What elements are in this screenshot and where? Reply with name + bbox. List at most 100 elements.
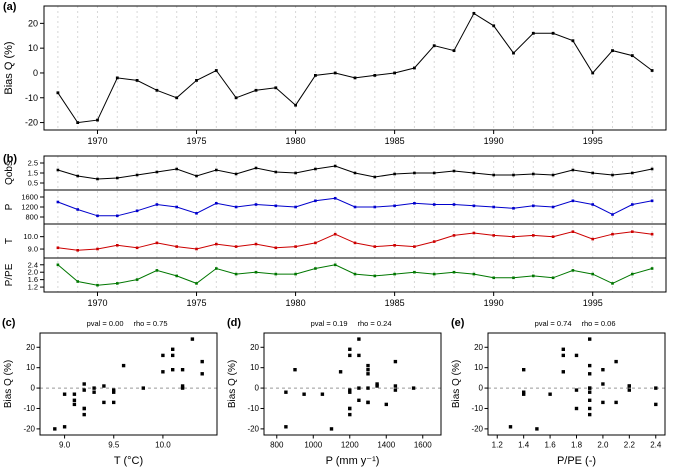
series-markers-2	[56, 230, 654, 252]
scatter-chart-c: 9.0 9.5 10.0 -20 -10 0 10 20 T (°C) Bias Q (%) pva…	[3, 319, 218, 467]
tick-label: 1995	[583, 136, 603, 146]
band-label-3: P/PE	[4, 263, 15, 286]
tick-label: 1400	[377, 441, 395, 450]
y-axis: -20 -10 0 10 20	[471, 343, 488, 433]
panel-b-stacked-timeseries: 0.5 1.5 2.5 Qobs 800 1200 1600 P 9.0 10.0 T 1.2 1.6 2…	[0, 152, 673, 318]
tick-label: -20	[247, 424, 259, 433]
x-axis: 1970 1975 1980 1985 1990 1995	[87, 130, 603, 146]
band-y-axis-3: 1.21.62.02.4	[28, 260, 44, 292]
pval-annotation: pval = 0.19	[311, 319, 348, 328]
band-label-2: T	[4, 238, 15, 244]
scatter-chart-d: 800 1000 1200 1400 1600 -20 -10 0 10 20 P (mm y⁻¹)…	[227, 319, 442, 467]
tick-label: 10.0	[23, 232, 38, 241]
tick-label: 1200	[341, 441, 359, 450]
scatter-points	[508, 337, 658, 431]
tick-label: 1.2	[492, 441, 504, 450]
tick-label: -20	[25, 118, 38, 128]
tick-label: 1600	[414, 441, 432, 450]
band-label-0: Qobs	[4, 161, 15, 185]
tick-label: 9.5	[108, 441, 120, 450]
y-axis-label: Bias Q (%)	[227, 360, 238, 408]
tick-label: -10	[25, 93, 38, 103]
tick-label: 0	[31, 384, 36, 393]
y-axis: -20 -10 0 10 20	[247, 343, 264, 433]
plot-box	[487, 332, 666, 436]
x-axis: 800 1000 1200 1400 1600	[270, 435, 432, 450]
x-axis-label: T (°C)	[114, 455, 143, 467]
tick-label: 2.5	[28, 159, 38, 168]
tick-label: 9.0	[28, 245, 38, 254]
tick-label: 1980	[286, 136, 306, 146]
band-y-axis-2: 9.0 10.0	[23, 232, 44, 254]
x-axis: 9.0 9.5 10.0	[59, 435, 171, 450]
y-axis: -20 -10 0 10 20	[25, 18, 44, 128]
tick-label: 2.0	[28, 268, 38, 277]
panel-e-label: (e)	[451, 317, 465, 329]
tick-label: 1.5	[28, 169, 38, 178]
tick-label: 1200	[21, 203, 38, 212]
x-axis-label: P/PE (-)	[557, 455, 596, 467]
tick-label: 1970	[87, 298, 107, 308]
tick-label: 800	[25, 213, 38, 222]
tick-label: 1980	[286, 298, 306, 308]
tick-label: -10	[23, 404, 35, 413]
tick-label: 10	[26, 363, 35, 372]
tick-label: 1990	[484, 298, 504, 308]
x-axis: 1970 1975 1980 1985 1990 1995	[87, 292, 603, 308]
tick-label: 10	[28, 43, 38, 53]
pval-annotation: pval = 0.74	[535, 319, 572, 328]
scatter-points	[284, 337, 416, 431]
plot-box	[43, 5, 667, 131]
series-markers-0	[56, 164, 654, 181]
tick-label: 2.4	[28, 260, 38, 269]
x-axis-label: P (mm y⁻¹)	[326, 455, 380, 467]
y-axis-label: Bias Q (%)	[3, 41, 15, 94]
tick-label: 1.6	[545, 441, 557, 450]
tick-label: 1985	[385, 136, 405, 146]
tick-label: 1000	[304, 441, 322, 450]
tick-label: 10.0	[155, 441, 171, 450]
y-axis-label: Bias Q (%)	[3, 360, 14, 408]
plot-box	[43, 155, 667, 293]
tick-label: 1995	[583, 298, 603, 308]
tick-label: 20	[26, 343, 35, 352]
rho-annotation: rho = 0.06	[582, 319, 616, 328]
y-axis: -20 -10 0 10 20	[23, 343, 40, 433]
tick-label: 20	[250, 343, 259, 352]
tick-label: -20	[471, 424, 483, 433]
panel-c-scatter: 9.0 9.5 10.0 -20 -10 0 10 20 T (°C) Bias Q (%) pva…	[0, 313, 224, 473]
tick-label: 1975	[187, 136, 207, 146]
tick-label: 0	[255, 384, 260, 393]
panel-a-timeseries: 1970 1975 1980 1985 1990 1995 -20 -10 0 10 20 Bias …	[0, 0, 673, 157]
panel-d-label: (d)	[227, 317, 242, 329]
panel-c-label: (c)	[2, 317, 16, 329]
tick-label: 2.0	[597, 441, 609, 450]
panel-a-label: (a)	[3, 1, 17, 13]
band-y-axis-0: 0.51.52.5	[28, 159, 44, 188]
tick-label: 2.4	[650, 441, 662, 450]
tick-label: -10	[471, 404, 483, 413]
tick-label: 1.8	[571, 441, 583, 450]
tick-label: 1975	[187, 298, 207, 308]
tick-label: -10	[247, 404, 259, 413]
series-markers	[56, 12, 654, 124]
band-label-1: P	[4, 203, 15, 210]
panel-b-label: (b)	[3, 153, 18, 165]
tick-label: 0.5	[28, 179, 38, 188]
scatter-points	[53, 337, 204, 431]
scatter-chart-e: 1.2 1.4 1.6 1.8 2.0 2.2 2.4 -20 -10 0 10 20 P/PE (-)…	[451, 319, 666, 467]
tick-label: 10	[250, 363, 259, 372]
tick-label: 10	[474, 363, 483, 372]
tick-label: 1.6	[28, 275, 38, 284]
tick-label: 1985	[385, 298, 405, 308]
tick-label: 0	[479, 384, 484, 393]
tick-label: 1.4	[518, 441, 530, 450]
tick-label: 0	[33, 68, 38, 78]
y-axis-label: Bias Q (%)	[451, 360, 462, 408]
tick-label: 20	[28, 18, 38, 28]
panel-d-scatter: 800 1000 1200 1400 1600 -20 -10 0 10 20 P (mm y⁻¹)…	[224, 313, 448, 473]
grid	[57, 6, 653, 130]
series-markers-1	[56, 197, 654, 218]
